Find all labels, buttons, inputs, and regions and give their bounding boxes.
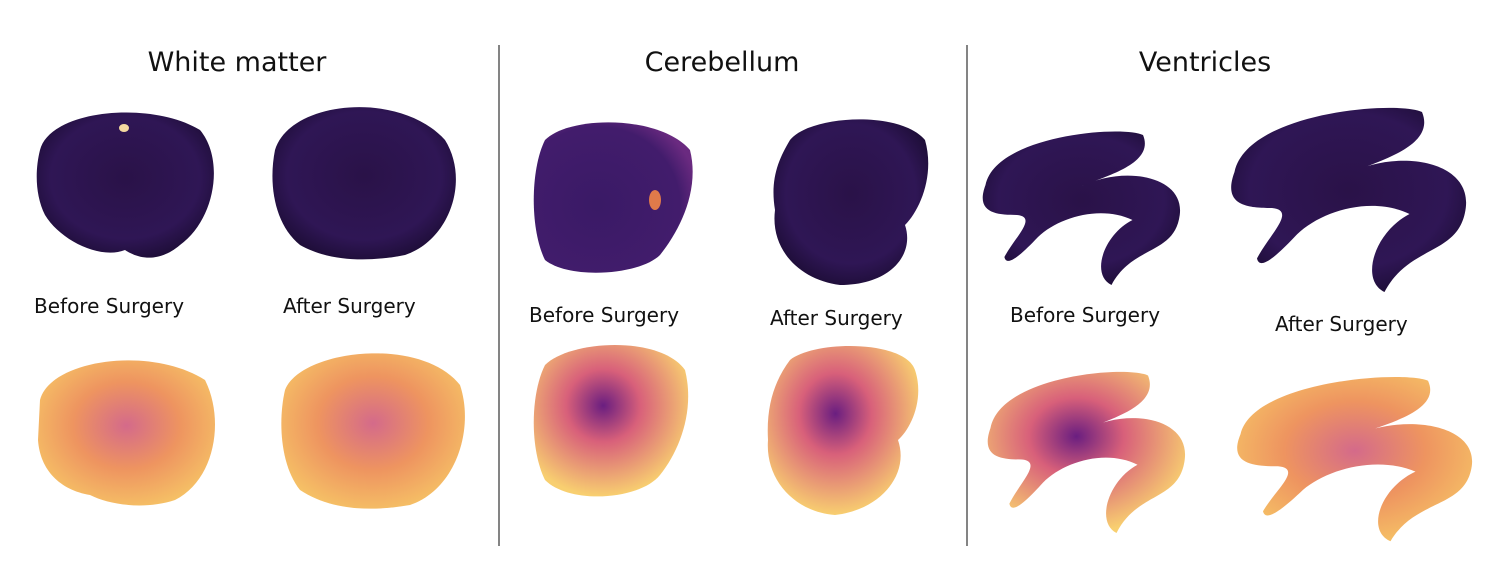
render-image — [533, 119, 929, 515]
after-label: After Surgery — [1275, 312, 1408, 336]
before-label: Before Surgery — [529, 303, 679, 327]
after-label: After Surgery — [770, 306, 903, 330]
render-image — [36, 107, 465, 509]
panel-title: Cerebellum — [645, 47, 800, 78]
panel-title: White matter — [148, 47, 328, 78]
panel-title: Ventricles — [1139, 47, 1271, 78]
before-label: Before Surgery — [34, 294, 184, 318]
before-label: Before Surgery — [1010, 303, 1160, 327]
after-label: After Surgery — [283, 294, 416, 318]
